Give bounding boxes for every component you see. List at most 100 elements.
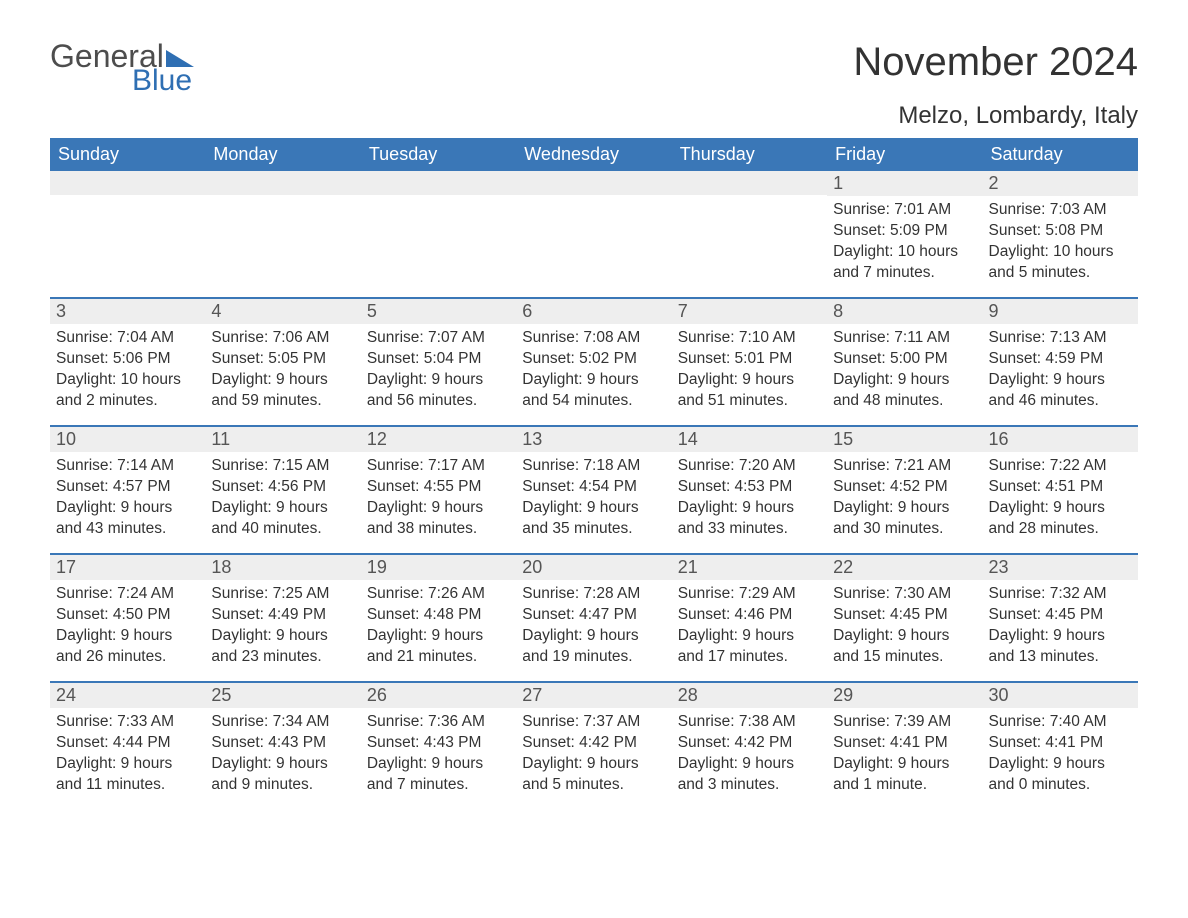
daylight-text: Daylight: 9 hours and 38 minutes. [367, 498, 510, 540]
sunset-text: Sunset: 4:54 PM [522, 477, 665, 498]
daylight-text: Daylight: 9 hours and 7 minutes. [367, 754, 510, 796]
sunrise-text: Sunrise: 7:01 AM [833, 200, 976, 221]
day-number [50, 171, 205, 195]
calendar-cell: 3Sunrise: 7:04 AMSunset: 5:06 PMDaylight… [50, 299, 205, 425]
sunset-text: Sunset: 4:48 PM [367, 605, 510, 626]
calendar-cell: 12Sunrise: 7:17 AMSunset: 4:55 PMDayligh… [361, 427, 516, 553]
day-number: 15 [827, 427, 982, 452]
day-number [672, 171, 827, 195]
sunset-text: Sunset: 4:44 PM [56, 733, 199, 754]
calendar-cell: 2Sunrise: 7:03 AMSunset: 5:08 PMDaylight… [983, 171, 1138, 297]
day-detail: Sunrise: 7:11 AMSunset: 5:00 PMDaylight:… [827, 324, 982, 412]
sunrise-text: Sunrise: 7:04 AM [56, 328, 199, 349]
sunset-text: Sunset: 4:46 PM [678, 605, 821, 626]
sunset-text: Sunset: 4:56 PM [211, 477, 354, 498]
calendar-cell: 20Sunrise: 7:28 AMSunset: 4:47 PMDayligh… [516, 555, 671, 681]
daylight-text: Daylight: 9 hours and 26 minutes. [56, 626, 199, 668]
calendar-cell-empty [516, 171, 671, 297]
day-detail: Sunrise: 7:20 AMSunset: 4:53 PMDaylight:… [672, 452, 827, 540]
day-detail: Sunrise: 7:24 AMSunset: 4:50 PMDaylight:… [50, 580, 205, 668]
sunrise-text: Sunrise: 7:15 AM [211, 456, 354, 477]
day-number: 20 [516, 555, 671, 580]
sunrise-text: Sunrise: 7:08 AM [522, 328, 665, 349]
week-row: 1 Sunrise: 7:01 AMSunset: 5:09 PM Daylight… [50, 171, 1138, 297]
calendar: SundayMondayTuesdayWednesdayThursdayFrid… [50, 138, 1138, 809]
week-row: 3Sunrise: 7:04 AMSunset: 5:06 PMDaylight… [50, 297, 1138, 425]
daylight-text: Daylight: 9 hours and 46 minutes. [989, 370, 1132, 412]
sunrise-text: Sunrise: 7:33 AM [56, 712, 199, 733]
daylight-text: Daylight: 9 hours and 1 minute. [833, 754, 976, 796]
sunrise-text: Sunrise: 7:10 AM [678, 328, 821, 349]
calendar-cell-empty [205, 171, 360, 297]
daylight-text: Daylight: 9 hours and 30 minutes. [833, 498, 976, 540]
calendar-cell: 13Sunrise: 7:18 AMSunset: 4:54 PMDayligh… [516, 427, 671, 553]
sunrise-text: Sunrise: 7:11 AM [833, 328, 976, 349]
daylight-text: Daylight: 9 hours and 33 minutes. [678, 498, 821, 540]
day-number: 8 [827, 299, 982, 324]
day-header: Wednesday [516, 138, 671, 171]
day-number: 7 [672, 299, 827, 324]
sunrise-text: Sunrise: 7:32 AM [989, 584, 1132, 605]
sunset-text: Sunset: 4:51 PM [989, 477, 1132, 498]
sunset-text: Sunset: 5:01 PM [678, 349, 821, 370]
day-detail: Sunrise: 7:33 AMSunset: 4:44 PMDaylight:… [50, 708, 205, 796]
logo: General Blue [50, 40, 194, 96]
sunset-text: Sunset: 4:47 PM [522, 605, 665, 626]
day-number: 1 [827, 171, 982, 196]
week-row: 17Sunrise: 7:24 AMSunset: 4:50 PMDayligh… [50, 553, 1138, 681]
day-detail: Sunrise: 7:08 AMSunset: 5:02 PMDaylight:… [516, 324, 671, 412]
calendar-cell: 25Sunrise: 7:34 AMSunset: 4:43 PMDayligh… [205, 683, 360, 809]
day-number: 29 [827, 683, 982, 708]
day-number: 19 [361, 555, 516, 580]
calendar-cell: 15Sunrise: 7:21 AMSunset: 4:52 PMDayligh… [827, 427, 982, 553]
day-number: 9 [983, 299, 1138, 324]
sunset-text: Sunset: 5:09 PM [833, 221, 976, 242]
day-detail: Sunrise: 7:40 AMSunset: 4:41 PMDaylight:… [983, 708, 1138, 796]
day-header: Tuesday [361, 138, 516, 171]
day-number: 5 [361, 299, 516, 324]
calendar-cell: 8Sunrise: 7:11 AMSunset: 5:00 PMDaylight… [827, 299, 982, 425]
daylight-text: Daylight: 10 hours and 5 minutes. [989, 242, 1132, 284]
day-detail: Sunrise: 7:15 AMSunset: 4:56 PMDaylight:… [205, 452, 360, 540]
day-header: Saturday [983, 138, 1138, 171]
sunrise-text: Sunrise: 7:06 AM [211, 328, 354, 349]
calendar-cell: 17Sunrise: 7:24 AMSunset: 4:50 PMDayligh… [50, 555, 205, 681]
sunrise-text: Sunrise: 7:40 AM [989, 712, 1132, 733]
calendar-cell-empty [672, 171, 827, 297]
sunrise-text: Sunrise: 7:18 AM [522, 456, 665, 477]
day-number: 27 [516, 683, 671, 708]
sunrise-text: Sunrise: 7:39 AM [833, 712, 976, 733]
calendar-cell: 1Sunrise: 7:01 AMSunset: 5:09 PMDaylight… [827, 171, 982, 297]
sunset-text: Sunset: 4:41 PM [833, 733, 976, 754]
sunrise-text: Sunrise: 7:20 AM [678, 456, 821, 477]
sunset-text: Sunset: 4:42 PM [522, 733, 665, 754]
day-number: 6 [516, 299, 671, 324]
calendar-cell: 10Sunrise: 7:14 AMSunset: 4:57 PMDayligh… [50, 427, 205, 553]
sunrise-text: Sunrise: 7:03 AM [989, 200, 1132, 221]
day-detail: Sunrise: 7:06 AMSunset: 5:05 PMDaylight:… [205, 324, 360, 412]
daylight-text: Daylight: 9 hours and 54 minutes. [522, 370, 665, 412]
day-detail: Sunrise: 7:10 AMSunset: 5:01 PMDaylight:… [672, 324, 827, 412]
day-number: 22 [827, 555, 982, 580]
calendar-cell: 7Sunrise: 7:10 AMSunset: 5:01 PMDaylight… [672, 299, 827, 425]
day-header: Monday [205, 138, 360, 171]
daylight-text: Daylight: 9 hours and 35 minutes. [522, 498, 665, 540]
day-number [516, 171, 671, 195]
day-number: 4 [205, 299, 360, 324]
day-number: 17 [50, 555, 205, 580]
day-number: 12 [361, 427, 516, 452]
sunset-text: Sunset: 4:43 PM [367, 733, 510, 754]
sunrise-text: Sunrise: 7:13 AM [989, 328, 1132, 349]
daylight-text: Daylight: 9 hours and 5 minutes. [522, 754, 665, 796]
calendar-cell: 5Sunrise: 7:07 AMSunset: 5:04 PMDaylight… [361, 299, 516, 425]
day-detail: Sunrise: 7:39 AMSunset: 4:41 PMDaylight:… [827, 708, 982, 796]
sunset-text: Sunset: 4:45 PM [989, 605, 1132, 626]
calendar-cell: 21Sunrise: 7:29 AMSunset: 4:46 PMDayligh… [672, 555, 827, 681]
daylight-text: Daylight: 9 hours and 40 minutes. [211, 498, 354, 540]
calendar-cell: 30Sunrise: 7:40 AMSunset: 4:41 PMDayligh… [983, 683, 1138, 809]
sunset-text: Sunset: 5:00 PM [833, 349, 976, 370]
calendar-cell: 6Sunrise: 7:08 AMSunset: 5:02 PMDaylight… [516, 299, 671, 425]
day-detail: Sunrise: 7:04 AMSunset: 5:06 PMDaylight:… [50, 324, 205, 412]
day-number: 14 [672, 427, 827, 452]
sunset-text: Sunset: 5:02 PM [522, 349, 665, 370]
